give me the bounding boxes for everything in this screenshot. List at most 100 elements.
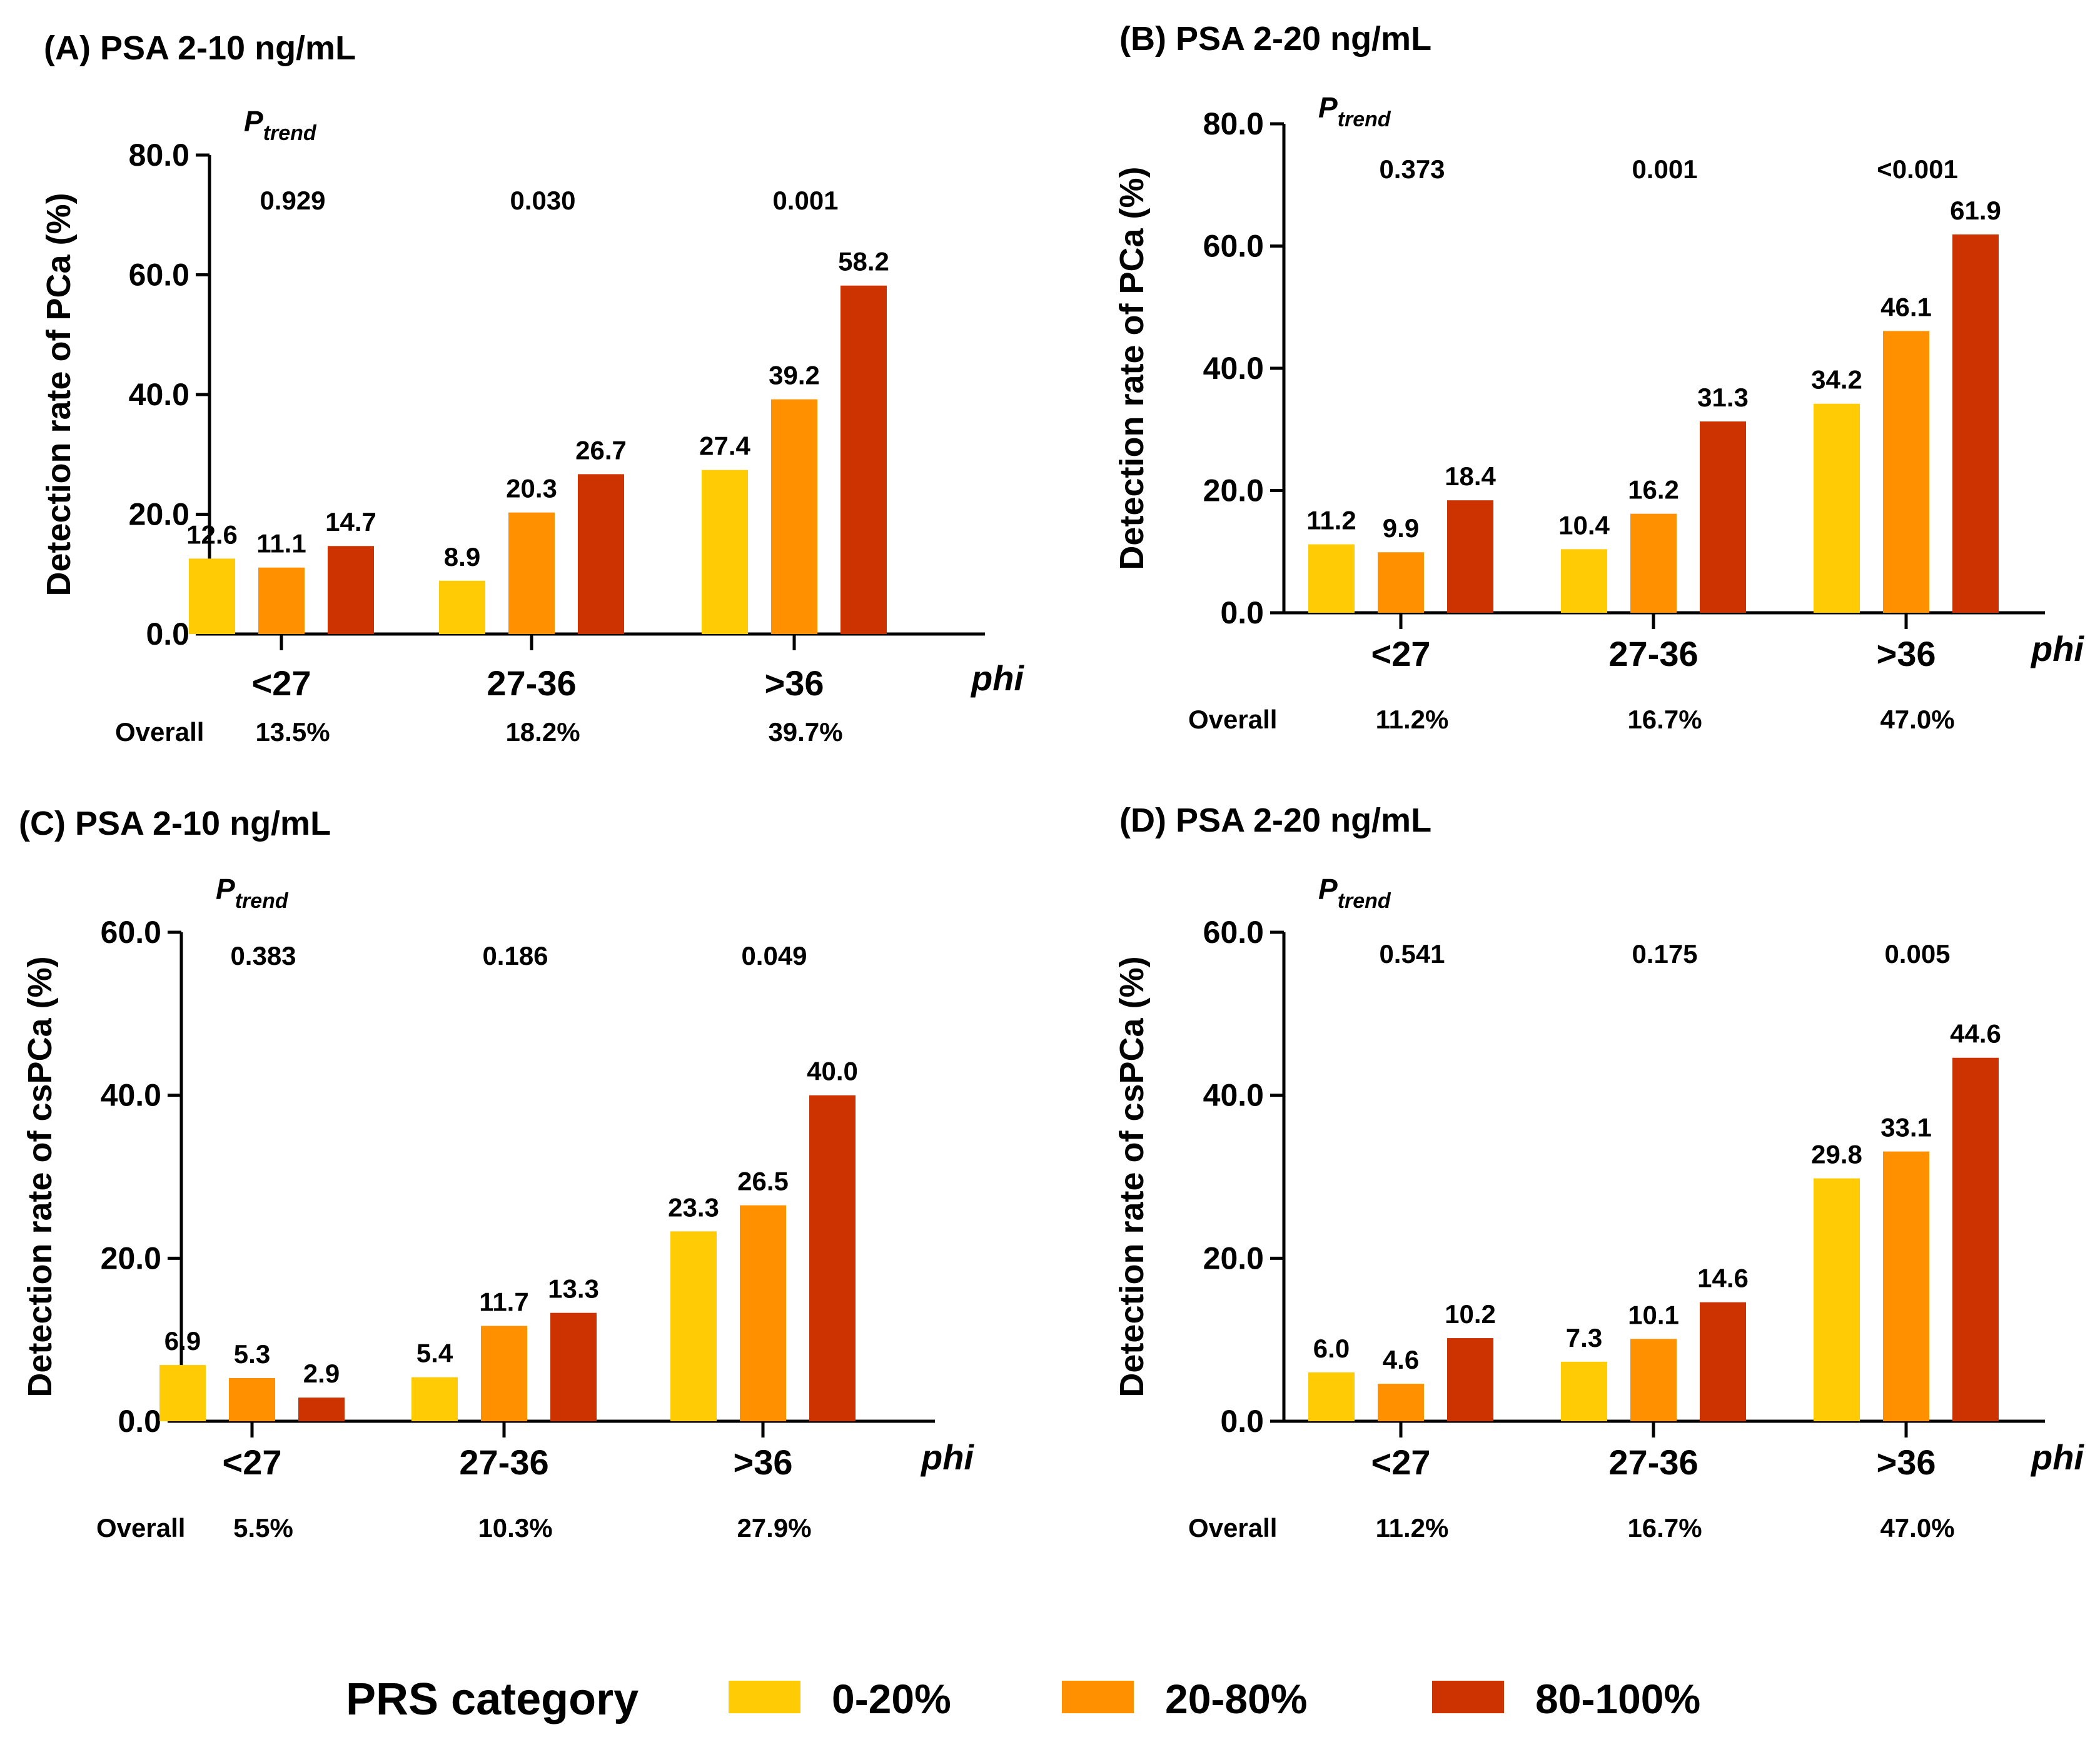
panel-a-data-label: 27.4 <box>699 431 750 461</box>
panel-c-data-label: 26.5 <box>737 1167 789 1196</box>
panel-b-bar <box>1447 500 1493 613</box>
panel-d-data-label: 6.0 <box>1313 1334 1350 1363</box>
panel-a-category-label: <27 <box>252 663 311 703</box>
panel-d-y-axis-title: Detection rate of csPCa (%) <box>1113 956 1151 1397</box>
panel-b-overall-value: 47.0% <box>1880 705 1954 734</box>
panel-c-overall-value: 5.5% <box>233 1513 293 1543</box>
panel-c-y-axis-title: Detection rate of csPCa (%) <box>21 956 59 1397</box>
panel-c-ptrend-value: 0.383 <box>230 941 296 970</box>
panel-d-ptrend-value: 0.541 <box>1379 939 1445 969</box>
panel-b-bar <box>1883 331 1929 613</box>
panel-c-bar <box>411 1377 458 1421</box>
panel-d-bar <box>1561 1361 1607 1421</box>
panel-c-ptrend-value: 0.049 <box>741 941 807 970</box>
panel-c-bar <box>159 1365 206 1421</box>
panel-a-bar <box>258 567 305 634</box>
panel-d: (D) PSA 2-20 ng/mL Ptrend 0.0 20.0 40.0 60.0 D… <box>1113 802 2084 1543</box>
panel-b-bar <box>1630 513 1677 613</box>
panel-c-data-label: 11.7 <box>479 1287 528 1317</box>
panel-b-y-axis-title: Detection rate of PCa (%) <box>1113 166 1151 570</box>
panel-c-y-tick-label: 20.0 <box>101 1241 161 1276</box>
legend-swatch <box>729 1681 800 1713</box>
panel-b-data-label: 16.2 <box>1628 475 1679 505</box>
panel-a-bar <box>439 580 485 634</box>
panel-a: (A) PSA 2-10 ng/mL Ptrend 0.0 20.0 40.0 60.0 8… <box>40 29 1024 747</box>
panel-d-bar <box>1308 1372 1355 1421</box>
panel-d-category-label: 27-36 <box>1608 1442 1698 1482</box>
panel-d-title: (D) PSA 2-20 ng/mL <box>1119 802 1431 839</box>
panel-a-bar <box>578 474 624 634</box>
panel-c-bar <box>670 1231 717 1421</box>
panel-d-overall-value: 11.2% <box>1376 1513 1449 1543</box>
panel-b-data-label: 46.1 <box>1880 292 1932 321</box>
panel-d-category-label: >36 <box>1877 1442 1936 1482</box>
panel-d-ptrend-value: 0.005 <box>1884 939 1950 969</box>
panel-d-data-label: 10.2 <box>1445 1299 1496 1329</box>
panel-d-bar <box>1700 1302 1746 1421</box>
panel-b-overall-value: 16.7% <box>1627 705 1702 734</box>
panel-d-category-label: <27 <box>1371 1442 1431 1482</box>
legend: PRS category 0-20% 20-80% 80-100% <box>346 1674 1700 1724</box>
panel-a-overall-value: 39.7% <box>768 717 842 747</box>
legend-title: PRS category <box>346 1674 639 1724</box>
panel-b-data-label: 31.3 <box>1697 383 1749 412</box>
panel-a-y-tick-label: 40.0 <box>129 377 189 412</box>
panel-d-bar <box>1883 1151 1929 1421</box>
panel-d-overall-value: 16.7% <box>1627 1513 1702 1543</box>
panel-a-bar <box>328 546 374 634</box>
panel-d-ptrend-label: Ptrend <box>1318 873 1391 913</box>
panel-d-overall-value: 47.0% <box>1880 1513 1954 1543</box>
panel-a-data-label: 11.1 <box>256 529 306 558</box>
legend-swatch <box>1432 1681 1504 1713</box>
panel-b-ptrend-value: 0.001 <box>1632 154 1697 184</box>
panel-d-data-label: 44.6 <box>1950 1019 2001 1049</box>
panel-d-bar <box>1814 1178 1860 1421</box>
panel-b-data-label: 9.9 <box>1383 513 1419 543</box>
panel-c-data-label: 5.4 <box>416 1339 453 1368</box>
panel-a-y-tick-label: 0.0 <box>146 617 189 652</box>
panel-c-overall-value: 27.9% <box>737 1513 811 1543</box>
panel-a-bar <box>508 512 555 634</box>
panel-b-overall-value: 11.2% <box>1376 705 1449 734</box>
panel-a-data-label: 39.2 <box>769 361 820 390</box>
panel-b-bar <box>1561 549 1607 613</box>
panel-c-data-label: 13.3 <box>548 1274 599 1304</box>
panel-b-ptrend-label: Ptrend <box>1318 91 1391 131</box>
panel-a-ptrend-label: Ptrend <box>244 105 317 145</box>
panel-d-y-tick-label: 20.0 <box>1203 1241 1264 1276</box>
panel-a-y-tick-label: 80.0 <box>129 138 189 173</box>
panel-a-y-axis-title: Detection rate of PCa (%) <box>40 193 78 596</box>
panel-a-ptrend-value: 0.929 <box>260 186 325 215</box>
panel-c-x-axis-title: phi <box>920 1437 974 1477</box>
panel-c-overall-label: Overall <box>96 1513 185 1543</box>
panel-c-ptrend-label: Ptrend <box>216 873 289 913</box>
panel-a-data-label: 8.9 <box>444 542 480 571</box>
panel-b-bar <box>1308 544 1355 613</box>
panel-c-category-label: 27-36 <box>459 1442 548 1482</box>
panel-d-data-label: 4.6 <box>1383 1345 1419 1374</box>
panel-b-y-tick-label: 20.0 <box>1203 473 1264 508</box>
panel-b-title: (B) PSA 2-20 ng/mL <box>1119 20 1431 58</box>
panel-d-bar <box>1952 1057 1999 1421</box>
panel-b-x-axis-title: phi <box>2030 629 2084 668</box>
panel-c-category-label: >36 <box>734 1442 793 1482</box>
panel-a-category-label: >36 <box>765 663 824 703</box>
panel-d-data-label: 7.3 <box>1566 1323 1602 1352</box>
panel-a-category-label: 27-36 <box>487 663 576 703</box>
panel-b-bar <box>1378 552 1424 613</box>
panel-c-bar <box>298 1397 345 1421</box>
panel-d-y-tick-label: 40.0 <box>1203 1078 1264 1113</box>
panel-b-data-label: 34.2 <box>1811 365 1862 395</box>
panel-a-bar <box>841 285 887 634</box>
panel-b-y-tick-label: 80.0 <box>1203 106 1264 141</box>
legend-swatch <box>1062 1681 1134 1713</box>
panel-b-bar <box>1952 234 1999 613</box>
panel-b-overall-label: Overall <box>1188 705 1277 734</box>
panel-b-y-tick-label: 40.0 <box>1203 351 1264 386</box>
panel-b-ptrend-value: 0.373 <box>1379 154 1445 184</box>
legend-entry-label: 20-80% <box>1165 1676 1308 1722</box>
panel-d-bar <box>1447 1338 1493 1421</box>
panel-a-x-axis-title: phi <box>970 658 1024 698</box>
panel-c-category-label: <27 <box>223 1442 282 1482</box>
panel-b: (B) PSA 2-20 ng/mL Ptrend 0.0 20.0 40.0 60.0 8… <box>1113 20 2084 734</box>
